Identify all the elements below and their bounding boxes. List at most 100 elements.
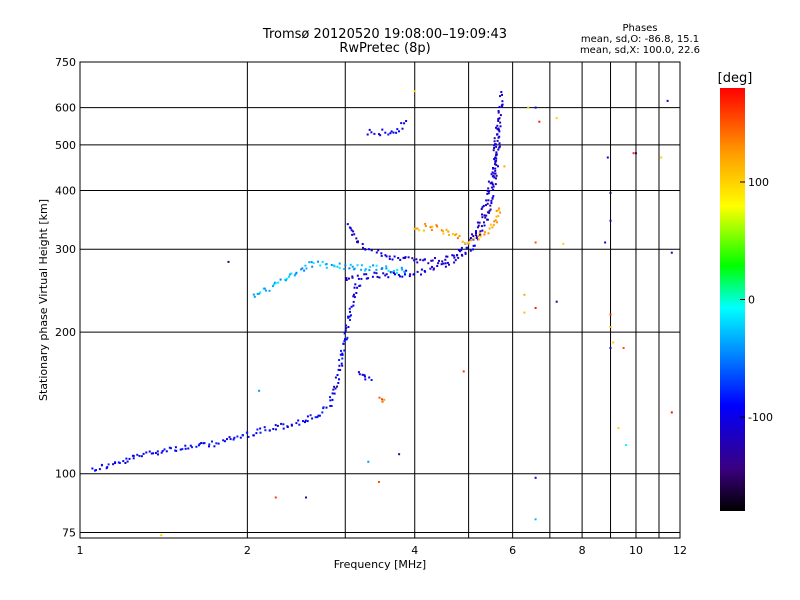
- data-point: [184, 444, 187, 447]
- data-point: [492, 174, 495, 177]
- data-point: [448, 233, 450, 236]
- data-point: [490, 181, 493, 184]
- data-point: [169, 447, 172, 450]
- data-point: [419, 258, 422, 261]
- data-point: [297, 419, 300, 422]
- data-point: [124, 462, 127, 464]
- data-point: [479, 230, 482, 233]
- data-point: [499, 125, 502, 128]
- data-point: [321, 260, 324, 263]
- data-point: [342, 342, 345, 345]
- data-point: [160, 534, 163, 537]
- data-point: [403, 271, 406, 274]
- data-point: [232, 438, 235, 441]
- data-point: [195, 445, 198, 448]
- data-point: [441, 260, 444, 263]
- data-point: [345, 277, 348, 280]
- data-point: [247, 435, 250, 438]
- data-point: [464, 251, 467, 254]
- y-tick-label: 75: [62, 526, 76, 539]
- data-point: [189, 444, 192, 447]
- data-point: [487, 232, 490, 235]
- data-point: [445, 228, 448, 231]
- data-point: [277, 281, 280, 284]
- data-point: [325, 263, 328, 265]
- data-point: [465, 246, 468, 249]
- data-point: [294, 272, 297, 275]
- data-point: [499, 211, 502, 214]
- data-point: [345, 327, 348, 330]
- data-point: [338, 267, 341, 270]
- data-point: [175, 449, 178, 452]
- data-point: [276, 424, 279, 427]
- data-point: [331, 392, 334, 395]
- data-point: [264, 289, 267, 292]
- data-point: [279, 278, 282, 281]
- colorbar-label: [deg]: [718, 71, 753, 86]
- data-point: [255, 432, 258, 435]
- data-point: [393, 270, 395, 273]
- x-axis-ticks: 1 2 4 6 8 10 12: [77, 544, 688, 557]
- data-point: [404, 273, 406, 276]
- data-point: [356, 286, 359, 289]
- data-point: [498, 130, 501, 133]
- data-point: [375, 251, 378, 254]
- data-point: [302, 420, 304, 423]
- data-point: [233, 436, 236, 439]
- data-point: [364, 268, 367, 271]
- data-point: [387, 133, 390, 136]
- data-point: [494, 169, 497, 172]
- data-point: [485, 214, 488, 217]
- data-point: [555, 117, 558, 120]
- data-point: [467, 241, 470, 244]
- data-point: [345, 338, 348, 341]
- data-point: [363, 273, 366, 276]
- data-point: [464, 242, 467, 245]
- data-point: [384, 131, 387, 134]
- data-point: [140, 455, 143, 458]
- data-point: [401, 127, 404, 130]
- data-point: [385, 255, 388, 258]
- data-point: [154, 452, 157, 454]
- data-point: [604, 241, 607, 244]
- data-point: [482, 204, 485, 207]
- x-tick-label: 12: [673, 544, 687, 557]
- data-point: [361, 264, 363, 267]
- data-point: [117, 461, 120, 464]
- data-point: [290, 423, 293, 426]
- data-point: [501, 106, 504, 108]
- data-point: [399, 275, 401, 278]
- data-point: [458, 250, 461, 253]
- data-point: [325, 266, 328, 269]
- data-point: [363, 269, 366, 272]
- data-point: [132, 457, 135, 460]
- data-point: [338, 359, 341, 361]
- data-point: [403, 257, 406, 259]
- data-point: [488, 227, 491, 230]
- data-point: [368, 128, 371, 131]
- data-point: [495, 157, 498, 160]
- data-point: [343, 268, 346, 270]
- data-point: [163, 448, 166, 451]
- data-point: [309, 414, 312, 417]
- data-point: [422, 259, 425, 262]
- data-point: [360, 277, 363, 280]
- data-point: [330, 405, 333, 407]
- data-point: [287, 275, 290, 278]
- data-point: [148, 450, 151, 453]
- data-point: [378, 396, 381, 399]
- data-point: [458, 235, 461, 237]
- data-point: [353, 267, 356, 270]
- data-point: [341, 352, 344, 355]
- data-point: [384, 254, 387, 257]
- data-point: [472, 235, 475, 237]
- data-point: [200, 442, 203, 444]
- data-point: [670, 251, 673, 254]
- data-point: [356, 264, 359, 267]
- data-point: [494, 167, 497, 170]
- data-point: [393, 255, 396, 258]
- data-point: [392, 131, 395, 134]
- data-point: [424, 225, 427, 227]
- data-point: [609, 326, 612, 328]
- data-point: [485, 204, 487, 207]
